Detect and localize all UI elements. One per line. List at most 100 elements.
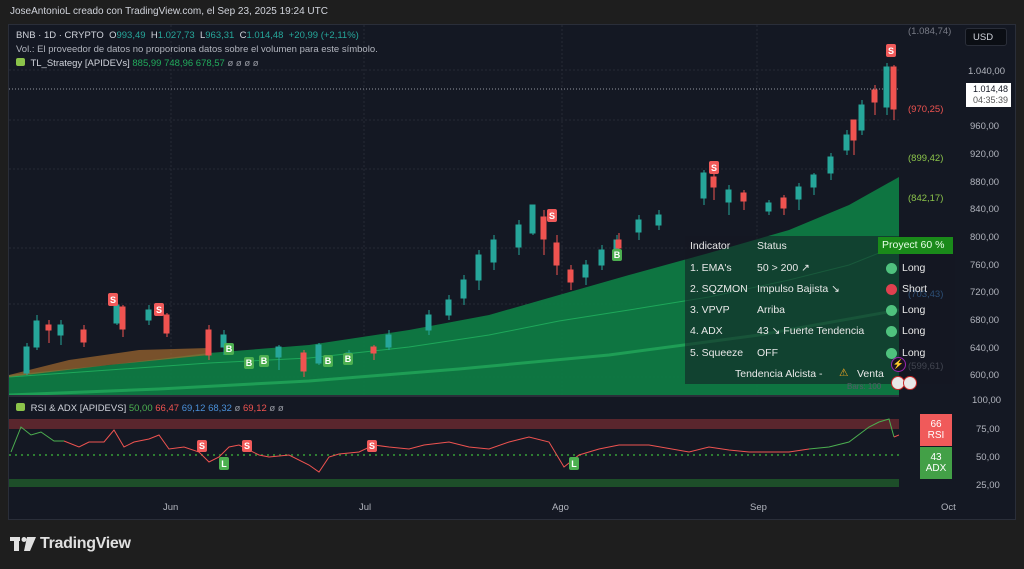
high-value: 1.027,73 xyxy=(157,30,195,41)
row-signal-3: Long xyxy=(902,304,926,316)
current-price-label: 1.014,48 04:35:39 xyxy=(966,83,1011,107)
symbol-label: BNB · 1D · CRYPTO xyxy=(16,30,104,41)
row-status-4: 43 ↘ Fuerte Tendencia xyxy=(757,325,865,337)
svg-text:S: S xyxy=(711,163,717,173)
row-name-3: 3. VPVP xyxy=(690,304,730,316)
svg-text:S: S xyxy=(156,305,162,315)
low-label: L xyxy=(199,30,206,41)
price-tick: 800,00 xyxy=(970,232,1000,243)
chart-legend: BNB · 1D · CRYPTO O993,49 H1.027,73 L963… xyxy=(16,29,378,71)
change-value: +20,99 (+2,11%) xyxy=(288,30,359,41)
signal-dot-long xyxy=(886,326,897,337)
svg-text:S: S xyxy=(110,295,116,305)
row-status-2: Impulso Bajista ↘ xyxy=(757,283,840,295)
strategy-value-3: 678,57 xyxy=(195,58,225,69)
low-value: 963,31 xyxy=(205,30,235,41)
footer-trend: Tendencia Alcista - xyxy=(735,368,823,380)
us-flag-event-icon[interactable] xyxy=(903,376,917,390)
bars-count: Bars: 100 xyxy=(847,382,882,391)
price-tick: 720,00 xyxy=(970,287,1000,298)
close-label: C xyxy=(239,30,247,41)
row-name-1: 1. EMA's xyxy=(690,262,732,274)
rsi-value-3: 69,12 xyxy=(181,403,206,414)
footer-signal: Venta xyxy=(857,368,884,380)
svg-text:L: L xyxy=(221,459,227,469)
lightning-event-icon[interactable]: ⚡ xyxy=(891,357,906,372)
warning-icon: ⚠ xyxy=(839,367,849,379)
indicator-table: Indicator Status 1. EMA's 50 > 200 ↗ Lon… xyxy=(685,236,955,391)
svg-text:B: B xyxy=(614,250,621,260)
svg-text:S: S xyxy=(369,441,375,451)
strategy-nulls: ø ø ø ø xyxy=(227,58,259,69)
price-tick: 640,00 xyxy=(970,343,1000,354)
rsi-null-1: ø xyxy=(234,403,241,414)
header-indicator: Indicator xyxy=(690,240,731,252)
level-green-1: (899,42) xyxy=(908,153,944,164)
rsi-badge-value: 66 xyxy=(930,419,942,430)
author-credit: JoseAntonioL creado con TradingView.com,… xyxy=(10,6,328,17)
header-status: Status xyxy=(757,240,787,252)
rsi-tick: 100,00 xyxy=(972,395,1002,406)
row-status-1: 50 > 200 ↗ xyxy=(757,262,810,274)
price-tick: 840,00 xyxy=(970,204,1000,215)
price-tick: 880,00 xyxy=(970,177,1000,188)
rsi-value-5: 69,12 xyxy=(242,403,267,414)
high-label: H xyxy=(150,30,158,41)
time-label-sep: Sep xyxy=(750,502,767,513)
top-bar: JoseAntonioL creado con TradingView.com,… xyxy=(0,0,1024,24)
time-label-ago: Ago xyxy=(552,502,569,513)
svg-text:S: S xyxy=(888,46,894,56)
current-price: 1.014,48 xyxy=(972,84,1008,94)
svg-text:B: B xyxy=(261,356,268,366)
signal-dot-long xyxy=(886,348,897,359)
rsi-adx-chart[interactable]: S S L S L xyxy=(9,397,899,495)
adx-badge-label: ADX xyxy=(925,463,947,474)
bar-countdown: 04:35:39 xyxy=(972,95,1008,105)
open-label: O xyxy=(109,30,117,41)
adx-badge: 43 ADX xyxy=(920,447,952,479)
currency-button[interactable]: USD xyxy=(965,28,1007,46)
adx-badge-value: 43 xyxy=(930,452,942,463)
rsi-tick: 25,00 xyxy=(976,480,1000,491)
signal-dot-long xyxy=(886,305,897,316)
level-top: (1.084,74) xyxy=(908,26,952,37)
price-tick: 960,00 xyxy=(970,121,1000,132)
row-name-5: 5. Squeeze xyxy=(690,347,744,359)
row-signal-4: Long xyxy=(902,325,926,337)
price-tick: 680,00 xyxy=(970,315,1000,326)
signal-dot-long xyxy=(886,263,897,274)
signal-dot-short xyxy=(886,284,897,295)
price-tick: 920,00 xyxy=(970,149,1000,160)
rsi-value-4: 68,32 xyxy=(208,403,232,414)
rsi-badge-label: RSI xyxy=(927,430,945,441)
strategy-value-2: 748,96 xyxy=(164,58,194,69)
level-green-2: (842,17) xyxy=(908,193,944,204)
rsi-tick: 75,00 xyxy=(976,424,1000,435)
projection-badge: Proyect 60 % xyxy=(878,237,953,254)
row-signal-1: Long xyxy=(902,262,926,274)
close-value: 1.014,48 xyxy=(246,30,284,41)
row-signal-2: Short xyxy=(902,283,928,295)
svg-text:L: L xyxy=(571,459,577,469)
strategy-icon xyxy=(16,58,25,66)
ohlc-line: BNB · 1D · CRYPTO O993,49 H1.027,73 L963… xyxy=(16,29,378,43)
rsi-adx-legend[interactable]: RSI & ADX [APIDEVS] 50,00 66,47 69,12 68… xyxy=(16,403,284,414)
volume-note: Vol.: El proveedor de datos no proporcio… xyxy=(16,44,378,55)
svg-text:S: S xyxy=(244,441,250,451)
strategy-line[interactable]: TL_Strategy [APIDEVs] 885,99 748,96 678,… xyxy=(16,57,378,71)
rsi-null-2: ø ø xyxy=(269,403,284,414)
level-red: (970,25) xyxy=(908,104,944,115)
svg-text:B: B xyxy=(226,344,233,354)
rsi-indicator-name: RSI & ADX [APIDEVS] xyxy=(30,403,127,414)
price-tick: 1.040,00 xyxy=(968,66,1005,77)
open-value: 993,49 xyxy=(116,30,146,41)
svg-text:S: S xyxy=(199,441,205,451)
row-status-3: Arriba xyxy=(757,304,786,316)
strategy-value-1: 885,99 xyxy=(132,58,162,69)
rsi-indicator-icon xyxy=(16,403,25,411)
row-status-5: OFF xyxy=(757,347,778,359)
price-tick: 760,00 xyxy=(970,260,1000,271)
tradingview-wordmark: TradingView xyxy=(40,535,131,552)
rsi-badge: 66 RSI xyxy=(920,414,952,446)
pane-separator[interactable] xyxy=(9,395,899,397)
